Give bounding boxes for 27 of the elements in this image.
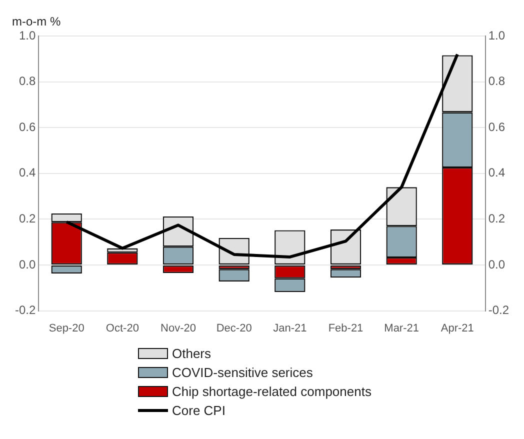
y-tick-label: 0.6 xyxy=(18,120,36,134)
legend-label: COVID-sensitive serices xyxy=(172,365,313,380)
y2-tick-label: 0.2 xyxy=(488,212,506,226)
y2-tick-label: 1.0 xyxy=(488,28,506,42)
legend-label: Others xyxy=(172,346,212,361)
y2-tick-label: 0.8 xyxy=(488,74,506,88)
x-tick-label: Apr-21 xyxy=(440,322,474,334)
y-axis-title: m-o-m % xyxy=(12,14,61,28)
x-tick-label: Nov-20 xyxy=(160,322,196,334)
x-tick-label: Feb-21 xyxy=(328,322,364,334)
legend-label: Chip shortage-related components xyxy=(172,384,372,399)
y-tick-label: 0.4 xyxy=(18,166,36,180)
x-tick-label: Jan-21 xyxy=(273,322,307,334)
y2-tick-label: 0.0 xyxy=(488,257,506,272)
legend-label: Core CPI xyxy=(172,403,226,418)
x-tick-label: Sep-20 xyxy=(48,322,84,334)
y-tick-label: 0.2 xyxy=(18,212,36,226)
x-tick-label: Mar-21 xyxy=(384,322,419,334)
x-tick-label: Oct-20 xyxy=(106,322,139,334)
y2-tick-label: 0.4 xyxy=(488,166,506,180)
x-tick-label: Dec-20 xyxy=(216,322,252,334)
y2-tick-label: -0.2 xyxy=(488,303,510,318)
y2-tick-label: 0.6 xyxy=(488,120,506,134)
y-tick-label: 0.0 xyxy=(18,257,36,272)
y-tick-label: -0.2 xyxy=(14,303,36,318)
y-tick-label: 0.8 xyxy=(18,74,36,88)
y-tick-label: 1.0 xyxy=(18,28,36,42)
